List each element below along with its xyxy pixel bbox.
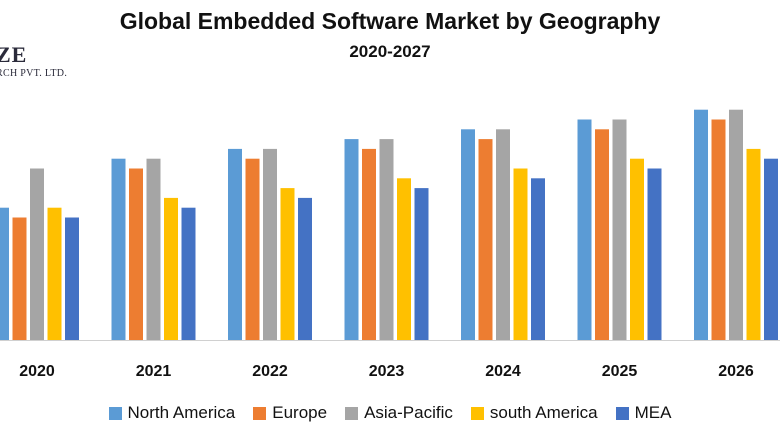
x-tick-label-2022: 2022 [252, 363, 288, 380]
x-tick-label-2023: 2023 [369, 363, 405, 380]
bar-south-america-2024 [513, 168, 528, 340]
bar-asia-pacific-2025 [612, 119, 627, 340]
bar-south-america-2020 [47, 207, 62, 340]
legend-swatch [345, 406, 359, 420]
legend-label: Europe [272, 403, 328, 422]
bar-europe-2025 [595, 129, 609, 340]
bar-mea-2025 [647, 168, 662, 340]
x-tick-label-2026: 2026 [718, 363, 754, 380]
bar-south-america-2022 [280, 188, 295, 340]
legend-swatch [253, 406, 267, 420]
chart-legend: North America Europe Asia-Pacific south Ame… [0, 403, 780, 423]
legend-swatch [470, 406, 484, 420]
bar-europe-2020 [12, 217, 27, 340]
bar-europe-2021 [129, 168, 143, 340]
bar-asia-pacific-2022 [263, 148, 277, 340]
x-tick-label-2021: 2021 [136, 363, 172, 380]
legend-item-south-america: south America [470, 403, 598, 423]
bar-south-america-2026 [746, 148, 761, 340]
x-tick-label-2020: 2020 [19, 363, 55, 380]
legend-swatch [615, 406, 629, 420]
bar-south-america-2023 [397, 178, 411, 340]
logo-main-text: ZE [0, 42, 28, 67]
bar-mea-2023 [414, 188, 429, 340]
legend-item-asia-pacific: Asia-Pacific [345, 403, 453, 423]
bar-north-america-2021 [111, 158, 126, 340]
legend-label: Asia-Pacific [364, 403, 453, 422]
bar-north-america-2024 [461, 129, 475, 340]
bar-asia-pacific-2020 [30, 168, 44, 340]
x-tick-label-2025: 2025 [602, 363, 638, 380]
bar-asia-pacific-2024 [496, 129, 510, 340]
legend-item-europe: Europe [253, 403, 327, 423]
bar-north-america-2022 [228, 148, 242, 340]
bar-mea-2022 [298, 197, 312, 340]
bar-asia-pacific-2026 [729, 109, 743, 340]
chart-title: Global Embedded Software Market by Geogr… [119, 8, 661, 34]
bar-europe-2026 [711, 119, 726, 340]
bar-mea-2021 [181, 207, 196, 340]
chart-subtitle: 2020-2027 [349, 42, 431, 61]
bar-south-america-2025 [630, 158, 644, 340]
bar-europe-2022 [245, 158, 260, 340]
legend-item-mea: MEA [615, 403, 672, 423]
x-tick-label-2024: 2024 [485, 363, 521, 380]
bar-europe-2023 [362, 148, 376, 340]
bar-asia-pacific-2021 [146, 158, 161, 340]
legend-item-north-america: North America [108, 403, 236, 423]
bar-north-america-2025 [577, 119, 592, 340]
logo-sub-text: RCH PVT. LTD. [0, 68, 68, 79]
bar-north-america-2020 [0, 207, 9, 340]
legend-swatch [108, 406, 122, 420]
company-logo: ZE RCH PVT. LTD. [0, 42, 68, 80]
legend-label: MEA [634, 403, 672, 422]
bar-mea-2020 [65, 217, 79, 340]
bar-asia-pacific-2023 [379, 139, 394, 340]
legend-label: North America [127, 403, 236, 422]
bar-mea-2024 [531, 178, 545, 340]
bar-north-america-2023 [344, 139, 359, 340]
bar-europe-2024 [478, 139, 493, 340]
bar-north-america-2026 [694, 109, 708, 340]
legend-label: south America [489, 403, 598, 422]
bar-south-america-2021 [164, 197, 178, 340]
bar-mea-2026 [764, 158, 778, 340]
